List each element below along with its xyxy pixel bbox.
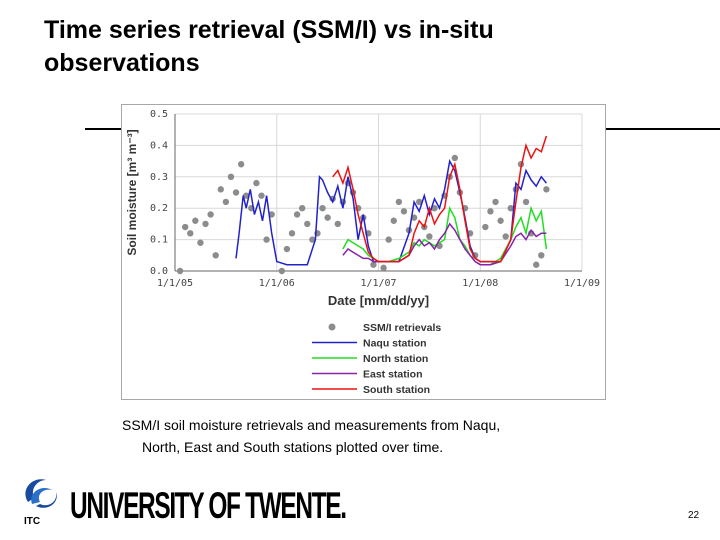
data-point-ssmi xyxy=(298,205,306,212)
data-point-ssmi xyxy=(304,220,311,228)
x-tick-label: 1/1/09 xyxy=(564,278,600,289)
data-point-ssmi xyxy=(258,192,265,199)
y-tick-label: 0.0 xyxy=(150,266,168,277)
itc-logo-text: ITC xyxy=(24,516,40,527)
y-tick-label: 0.2 xyxy=(150,203,168,214)
data-point-ssmi xyxy=(370,261,377,268)
data-point-ssmi xyxy=(237,161,245,168)
data-point-ssmi xyxy=(385,236,392,243)
legend-entry: North station xyxy=(363,353,428,365)
x-tick-label: 1/1/07 xyxy=(360,278,396,289)
slide-title-line-2: observations xyxy=(44,49,200,77)
y-tick-label: 0.1 xyxy=(150,235,168,246)
series-line-east xyxy=(342,222,547,266)
data-point-ssmi xyxy=(395,198,403,206)
data-point-ssmi xyxy=(309,236,316,243)
data-point-ssmi xyxy=(192,217,199,224)
university-logo-text: UNIVERSITY OF TWENTE. xyxy=(70,485,347,526)
data-point-ssmi xyxy=(181,223,189,231)
data-point-ssmi xyxy=(253,179,260,187)
x-tick-label: 1/1/05 xyxy=(157,278,193,289)
x-tick-label: 1/1/08 xyxy=(462,278,498,289)
figure-caption: SSM/I soil moisture retrievals and measu… xyxy=(122,414,592,458)
data-point-ssmi xyxy=(416,198,423,206)
page-number: 22 xyxy=(688,510,700,521)
caption-line-1: SSM/I soil moisture retrievals and measu… xyxy=(122,417,501,433)
data-point-ssmi xyxy=(334,220,341,228)
data-point-ssmi xyxy=(293,211,301,218)
x-axis-label: Date [mm/dd/yy] xyxy=(328,293,429,308)
data-point-ssmi xyxy=(222,198,230,206)
series-line-south xyxy=(332,135,548,263)
legend-entry: East station xyxy=(363,369,423,381)
data-point-ssmi xyxy=(278,267,286,275)
slide-title-line-1: Time series retrieval (SSM/I) vs in-situ xyxy=(44,16,494,44)
data-point-ssmi xyxy=(212,252,219,259)
data-point-ssmi xyxy=(543,186,550,193)
x-tick-label: 1/1/06 xyxy=(259,278,295,289)
data-point-ssmi xyxy=(319,205,326,212)
y-tick-label: 0.4 xyxy=(150,140,168,151)
legend-entry: Naqu station xyxy=(363,338,427,350)
data-point-ssmi xyxy=(487,208,494,215)
data-point-ssmi xyxy=(197,239,204,246)
data-point-ssmi xyxy=(507,205,514,212)
data-point-ssmi xyxy=(227,173,235,180)
data-point-ssmi xyxy=(288,230,296,237)
data-point-ssmi xyxy=(426,233,433,240)
data-point-ssmi xyxy=(380,264,387,272)
legend-marker xyxy=(328,323,336,331)
data-point-ssmi xyxy=(217,186,224,193)
itc-logo-icon: ITC xyxy=(24,479,57,527)
slide-title: Time series retrieval (SSM/I) vs in-situ… xyxy=(44,14,604,80)
data-point-ssmi xyxy=(176,267,184,275)
data-point-ssmi xyxy=(482,223,489,231)
data-point-ssmi xyxy=(502,233,509,240)
data-point-ssmi xyxy=(492,198,499,206)
y-tick-label: 0.3 xyxy=(150,172,168,183)
data-point-ssmi xyxy=(497,217,504,224)
data-point-ssmi xyxy=(187,230,194,237)
y-axis-label: Soil moisture [m³ m⁻³] xyxy=(125,129,139,255)
legend-entry: South station xyxy=(363,384,430,396)
data-point-ssmi xyxy=(283,245,291,253)
soil-moisture-chart: 0.0 0.1 0.2 0.3 0.4 0.5 1/1/05 1/1/06 1/1/07 1/1/… xyxy=(125,109,600,396)
data-point-ssmi xyxy=(207,211,214,218)
data-point-ssmi xyxy=(324,214,331,221)
data-point-ssmi xyxy=(232,189,240,196)
data-point-ssmi xyxy=(451,154,459,162)
y-tick-label: 0.5 xyxy=(150,109,168,120)
data-point-ssmi xyxy=(533,261,540,268)
legend-entry: SSM/I retrievals xyxy=(363,322,441,334)
chart-panel: 0.0 0.1 0.2 0.3 0.4 0.5 1/1/05 1/1/06 1/1/07 1/1/… xyxy=(121,104,606,400)
data-point-ssmi xyxy=(263,236,270,243)
caption-line-2: North, East and South stations plotted o… xyxy=(142,439,444,455)
data-point-ssmi xyxy=(431,205,438,212)
data-point-ssmi xyxy=(390,217,397,224)
data-point-ssmi xyxy=(522,198,530,206)
data-point-ssmi xyxy=(202,220,209,228)
data-point-ssmi xyxy=(538,252,545,259)
data-point-ssmi xyxy=(400,208,408,215)
